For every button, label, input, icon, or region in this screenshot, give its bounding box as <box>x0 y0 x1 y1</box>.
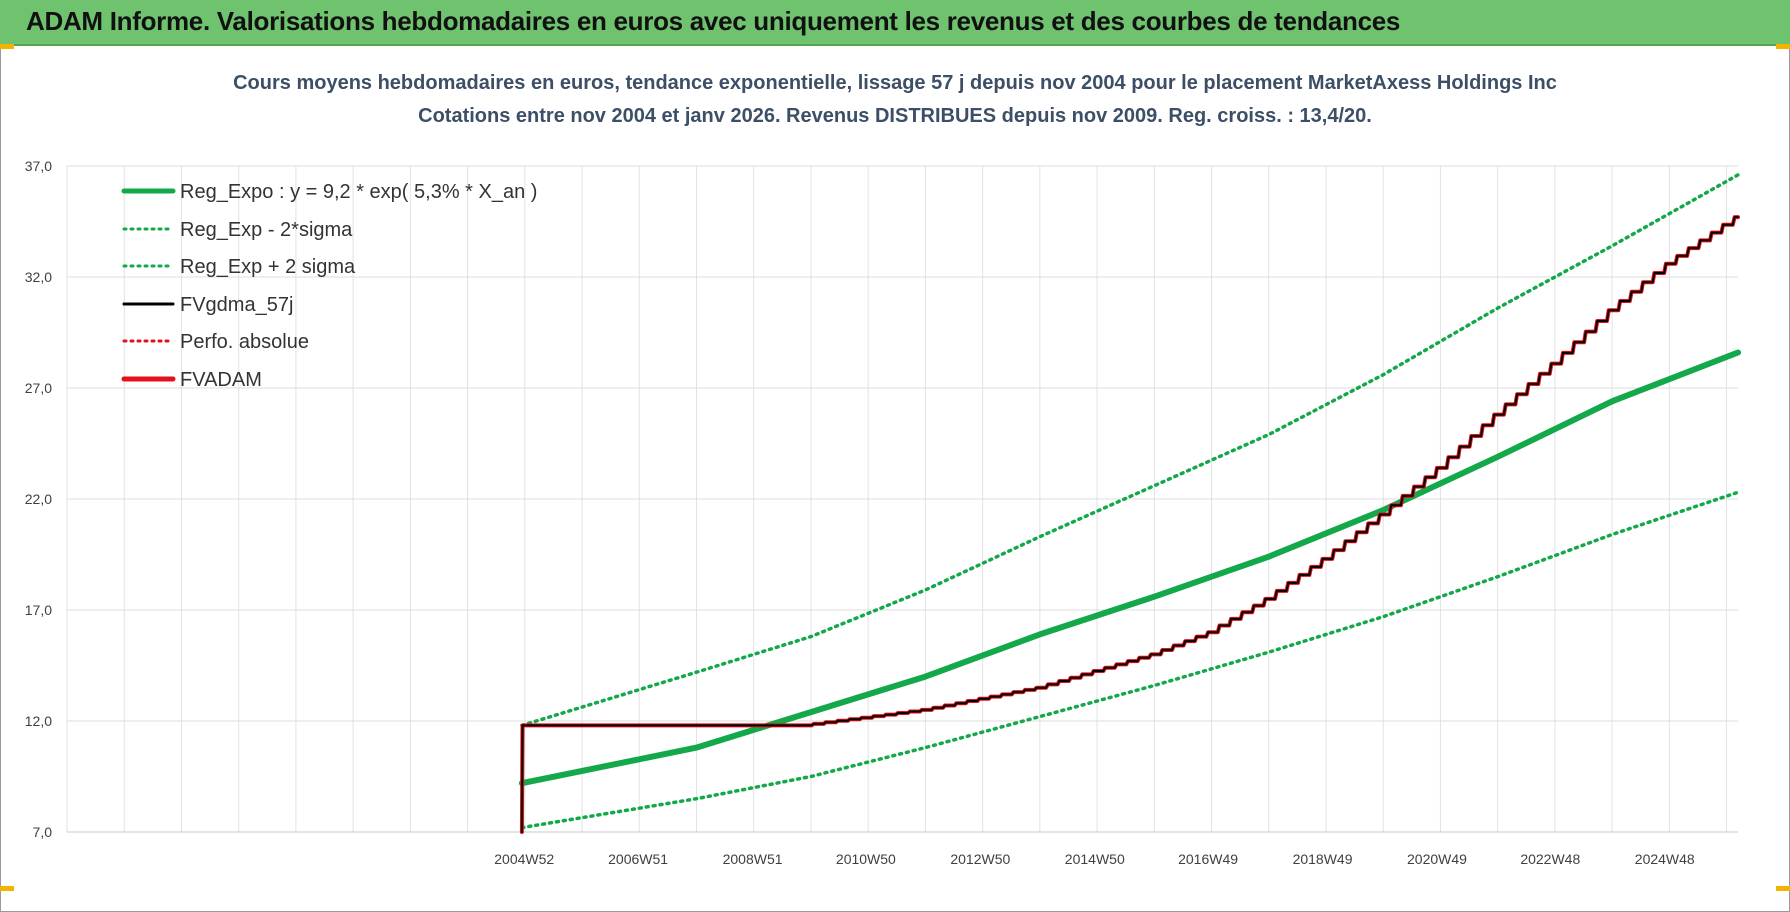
x-axis-ticks: 2004W52 2006W51 2008W51 2010W50 2012W50 2014W… <box>494 851 1695 867</box>
y-tick-label: 27,0 <box>25 380 52 396</box>
legend-label: Reg_Expo : y = 9,2 * exp( 5,3% * X_an ) <box>180 181 537 203</box>
legend-label: Reg_Exp + 2 sigma <box>180 256 356 278</box>
x-tick-label: 2004W52 <box>494 851 554 867</box>
y-tick-label: 37,0 <box>25 158 52 174</box>
x-tick-label: 2010W50 <box>836 851 896 867</box>
corner-mark-bottom-left <box>0 886 14 891</box>
series-line-2 <box>520 173 1740 728</box>
series-line-3 <box>520 216 1739 833</box>
x-tick-label: 2006W51 <box>608 851 668 867</box>
x-tick-label: 2022W48 <box>1520 851 1580 867</box>
banner-title: ADAM Informe. Valorisations hebdomadaire… <box>26 6 1401 36</box>
legend: Reg_Expo : y = 9,2 * exp( 5,3% * X_an ) R… <box>121 181 537 391</box>
chart-title-line2: Cotations entre nov 2004 et janv 2026. R… <box>418 105 1372 127</box>
legend-label: FVADAM <box>180 369 262 391</box>
x-tick-label: 2008W51 <box>723 851 783 867</box>
series-line-0 <box>518 349 1741 787</box>
x-tick-label: 2016W49 <box>1178 851 1238 867</box>
corner-mark-bottom-right <box>1776 886 1790 891</box>
x-tick-label: 2018W49 <box>1293 851 1353 867</box>
legend-label: Reg_Exp - 2*sigma <box>180 219 353 241</box>
legend-label: FVgdma_57j <box>180 294 293 316</box>
y-tick-label: 7,0 <box>33 824 53 840</box>
y-tick-label: 12,0 <box>25 713 52 729</box>
series-lines <box>518 173 1741 834</box>
x-tick-label: 2020W49 <box>1407 851 1467 867</box>
x-tick-label: 2012W50 <box>950 851 1010 867</box>
series-line-1 <box>520 490 1740 830</box>
x-tick-label: 2024W48 <box>1635 851 1695 867</box>
corner-mark-right <box>1776 44 1790 49</box>
series-line-5 <box>519 215 1740 834</box>
header-banner: ADAM Informe. Valorisations hebdomadaire… <box>0 0 1790 46</box>
grid-lines <box>66 165 1738 833</box>
legend-label: Perfo. absolue <box>180 331 309 353</box>
y-axis-ticks: 7,0 12,0 17,0 22,0 27,0 32,0 37,0 <box>25 158 52 840</box>
chart-title-line1: Cours moyens hebdomadaires en euros, ten… <box>233 72 1557 94</box>
y-tick-label: 22,0 <box>25 491 52 507</box>
corner-mark-left <box>0 44 14 49</box>
y-tick-label: 17,0 <box>25 602 52 618</box>
y-tick-label: 32,0 <box>25 269 52 285</box>
x-tick-label: 2014W50 <box>1065 851 1125 867</box>
